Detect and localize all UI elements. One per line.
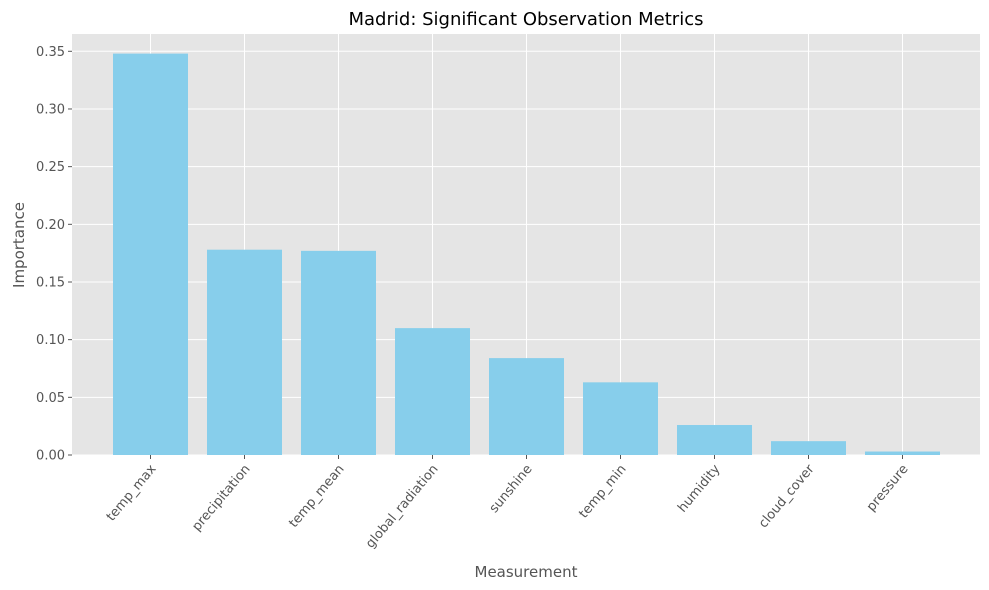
y-tick-labels: 0.00 0.05 0.10 0.15 0.20 0.25 0.30 0.35 bbox=[36, 45, 72, 464]
y-tick-label: 0.25 bbox=[36, 160, 65, 175]
bar-pressure bbox=[865, 451, 940, 455]
bar-sunshine bbox=[489, 358, 564, 455]
x-tick-labels: temp_max precipitation temp_mean global_rad… bbox=[104, 455, 912, 551]
bar-temp-mean bbox=[301, 250, 376, 455]
x-tick-label: pressure bbox=[864, 462, 912, 515]
y-tick-label: 0.15 bbox=[36, 275, 65, 290]
y-tick-label: 0.10 bbox=[36, 333, 65, 348]
x-tick-label: temp_min bbox=[576, 462, 629, 521]
bar-temp-max bbox=[113, 53, 188, 456]
bar-humidity bbox=[677, 425, 752, 455]
y-axis-label: Importance bbox=[10, 202, 28, 288]
chart-title: Madrid: Significant Observation Metrics bbox=[349, 9, 704, 30]
x-tick-label: sunshine bbox=[487, 462, 536, 516]
x-tick-label: global_radiation bbox=[363, 462, 441, 551]
x-tick-label: temp_mean bbox=[286, 462, 347, 531]
y-tick-label: 0.05 bbox=[36, 391, 65, 406]
bar-temp-min bbox=[583, 382, 658, 455]
y-tick-label: 0.20 bbox=[36, 218, 65, 233]
bar-series bbox=[113, 53, 940, 456]
y-tick-label: 0.35 bbox=[36, 45, 65, 60]
x-axis-label: Measurement bbox=[475, 563, 578, 581]
x-tick-label: cloud_cover bbox=[756, 461, 818, 531]
y-tick-label: 0.30 bbox=[36, 102, 65, 117]
x-tick-label: temp_max bbox=[104, 462, 160, 525]
x-tick-label: humidity bbox=[675, 462, 724, 516]
y-tick-label: 0.00 bbox=[36, 449, 65, 464]
bar-precipitation bbox=[207, 249, 282, 455]
bar-global-radiation bbox=[395, 328, 470, 455]
x-tick-label: precipitation bbox=[189, 462, 253, 534]
bar-cloud-cover bbox=[771, 441, 846, 455]
